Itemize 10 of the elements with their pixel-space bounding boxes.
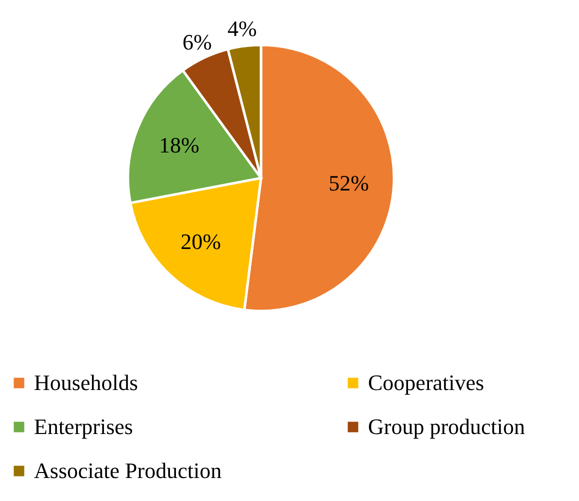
data-label: 18% xyxy=(159,132,200,158)
data-label: 6% xyxy=(182,29,212,54)
legend-label: Group production xyxy=(368,414,526,439)
legend-label: Enterprises xyxy=(34,414,133,439)
legend-label: Cooperatives xyxy=(368,370,484,395)
data-label: 52% xyxy=(328,170,369,196)
data-label: 20% xyxy=(180,229,221,254)
legend-label: Associate Production xyxy=(34,458,222,483)
data-label: 4% xyxy=(228,16,257,42)
legend-label: Households xyxy=(34,370,138,395)
